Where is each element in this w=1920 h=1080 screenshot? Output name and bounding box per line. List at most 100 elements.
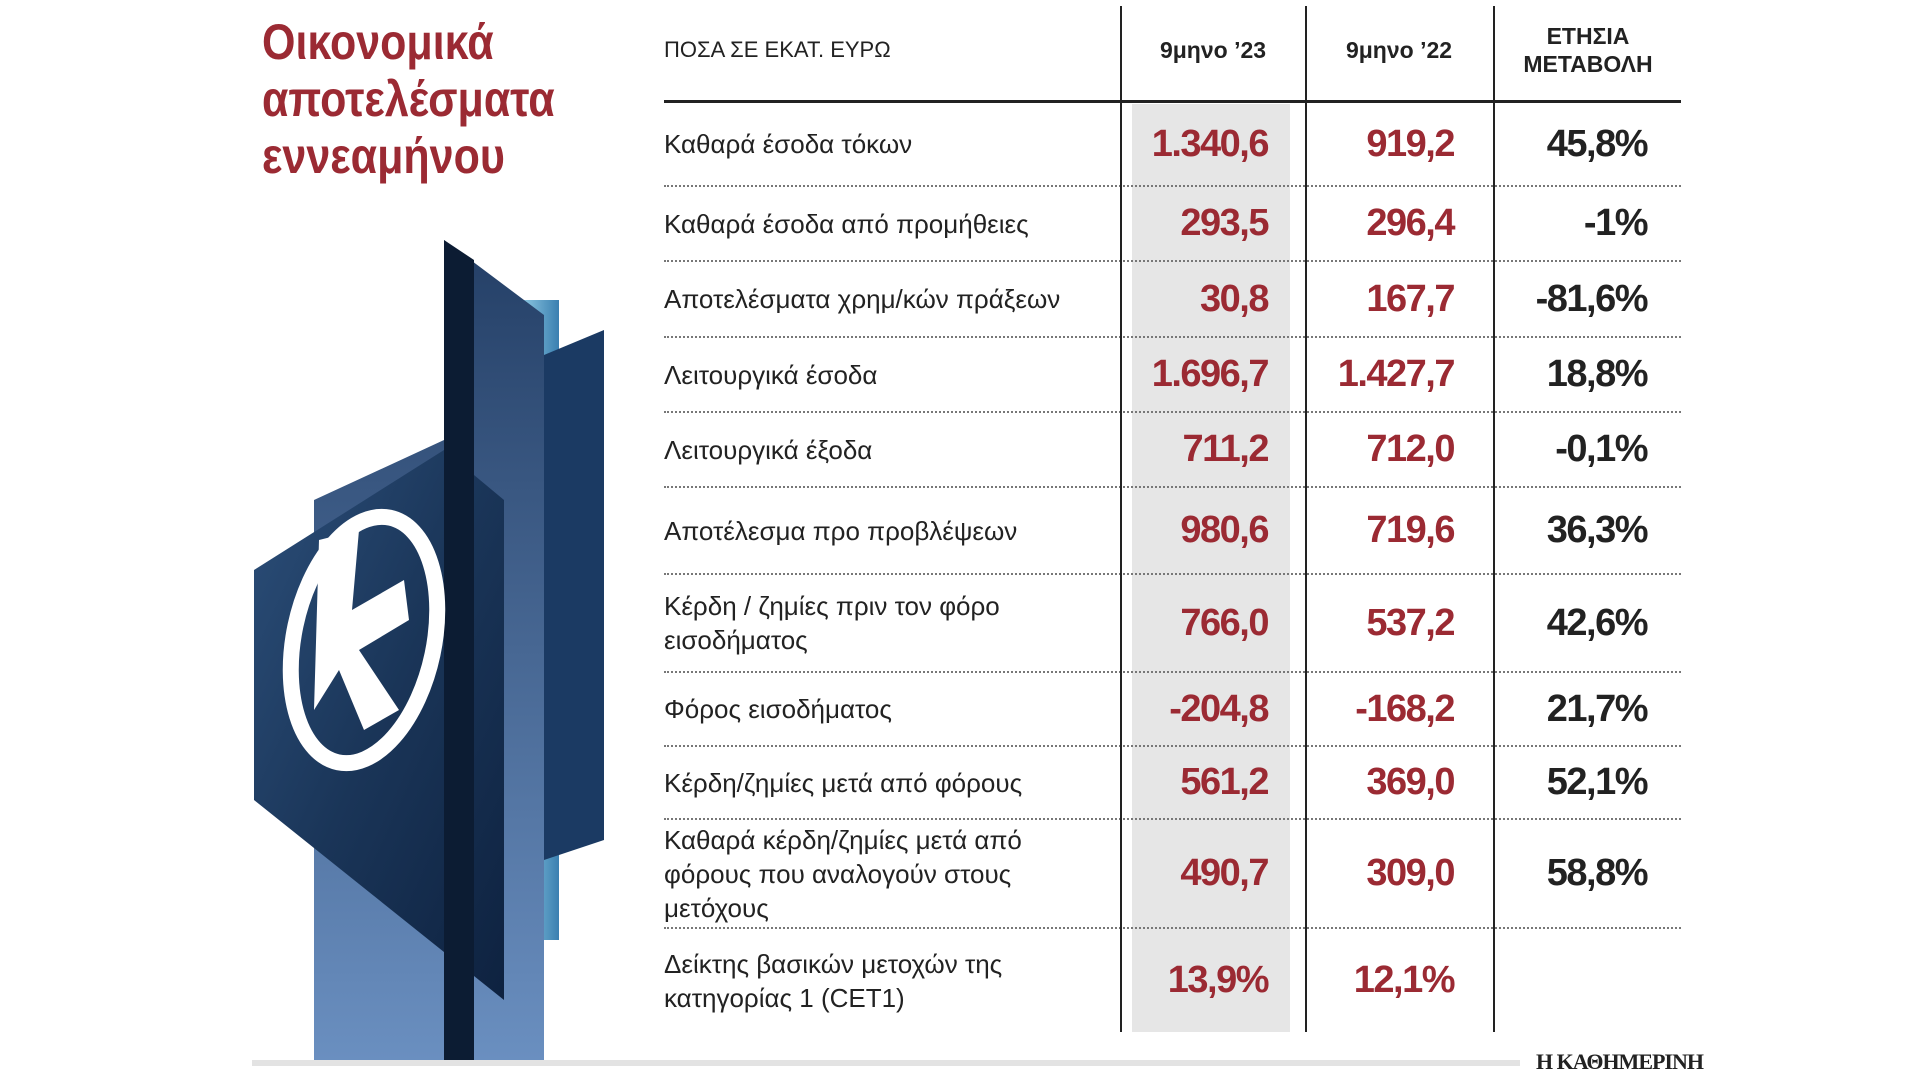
value-change: -0,1% (1499, 413, 1648, 486)
value-text: 369,0 (1366, 761, 1455, 803)
value-9m22: 167,7 (1311, 262, 1455, 336)
table-row: Καθαρά κέρδη/ζημίες μετά από φόρους που … (664, 820, 1681, 929)
column-header-9m23: 9μηνο ’23 (1159, 37, 1267, 63)
value-change: -1% (1499, 187, 1649, 260)
column-divider (1120, 6, 1122, 1032)
value-text: -168,2 (1355, 687, 1455, 730)
value-text: 52,1% (1546, 761, 1649, 803)
header-rule (664, 100, 1681, 103)
value-text: 18,8% (1546, 353, 1649, 395)
highlight-column (1132, 104, 1290, 1032)
row-label: Αποτέλεσμα προ προβλέψεων (664, 515, 1018, 546)
value-text: 12,1% (1353, 959, 1456, 1001)
value-9m23: 980,6 (1126, 488, 1269, 573)
title-line: αποτελέσματα (262, 71, 555, 127)
column-divider (1305, 6, 1307, 1032)
table-row: Φόρος εισοδήματος -204,8 -168,2 21,7% (664, 673, 1681, 747)
value-9m23: 13,9% (1126, 929, 1270, 1032)
value-9m23: -204,8 (1126, 673, 1269, 745)
table-row: Αποτέλεσμα προ προβλέψεων 980,6 719,6 36… (664, 488, 1681, 575)
units-label: ΠΟΣΑ ΣΕ ΕΚΑΤ. ΕΥΡΩ (664, 37, 891, 62)
value-text: 293,5 (1180, 202, 1269, 244)
value-text: -204,8 (1169, 687, 1269, 730)
bank-sign-illustration (254, 240, 604, 1060)
value-text: 1.696,7 (1151, 353, 1270, 395)
value-text: 1.340,6 (1151, 122, 1270, 165)
value-text: 309,0 (1366, 852, 1455, 894)
table-row: Κέρδη/ζημίες μετά από φόρους 561,2 369,0… (664, 747, 1681, 820)
row-label: Καθαρά έσοδα από προμήθειες (664, 208, 1029, 239)
table-row: Λειτουργικά έξοδα 711,2 712,0 -0,1% (664, 413, 1681, 488)
row-label: Αποτελέσματα χρημ/κών πράξεων (664, 284, 1061, 314)
value-text: 45,8% (1546, 122, 1649, 165)
value-text: 980,6 (1180, 509, 1269, 551)
value-text: 766,0 (1180, 601, 1269, 644)
source-logo: Η ΚΑΘΗΜΕΡΙΝΗ (1536, 1049, 1704, 1074)
value-text: 42,6% (1546, 601, 1649, 644)
header-line: ΕΤΗΣΙΑ (1546, 23, 1630, 49)
value-9m22: 719,6 (1311, 488, 1455, 573)
value-text: 719,6 (1366, 509, 1455, 551)
value-9m22: -168,2 (1311, 673, 1455, 745)
value-9m22: 1.427,7 (1311, 338, 1456, 411)
row-label: Δείκτης βασικών μετοχών της κατηγορίας 1… (664, 948, 1003, 1013)
value-9m23: 1.340,6 (1126, 103, 1270, 185)
value-9m22: 712,0 (1311, 413, 1455, 486)
value-9m23: 30,8 (1126, 262, 1269, 336)
value-9m22: 537,2 (1311, 575, 1455, 671)
value-9m22: 296,4 (1311, 187, 1455, 260)
value-text: 561,2 (1180, 761, 1269, 803)
value-9m22: 919,2 (1311, 103, 1455, 185)
row-label: Καθαρά κέρδη/ζημίες μετά από φόρους που … (664, 824, 1022, 923)
value-text: 58,8% (1546, 852, 1649, 894)
alpha-logo-icon (282, 508, 446, 772)
value-change: -81,6% (1499, 262, 1649, 336)
table-row: Κέρδη / ζημίες πριν τον φόρο εισοδήματος… (664, 575, 1681, 673)
page-title: Οικονομικά αποτελέσματα εννεαμήνου (262, 14, 606, 185)
value-change: 58,8% (1499, 820, 1649, 927)
column-header-9m22: 9μηνο ’22 (1345, 37, 1453, 63)
value-9m23: 293,5 (1126, 187, 1269, 260)
value-change: 21,7% (1499, 673, 1649, 745)
footer-bar (252, 1060, 1520, 1066)
row-label: Κέρδη/ζημίες μετά από φόρους (664, 767, 1023, 798)
value-text: 490,7 (1180, 852, 1269, 894)
value-9m22: 309,0 (1311, 820, 1455, 927)
value-text: 711,2 (1182, 428, 1270, 470)
value-text: -1% (1583, 202, 1649, 244)
value-text: 30,8 (1200, 277, 1269, 320)
column-header-change: ΕΤΗΣΙΑ ΜΕΤΑΒΟΛΗ (1495, 0, 1681, 100)
value-9m23: 711,2 (1126, 413, 1270, 486)
value-change: 42,6% (1499, 575, 1649, 671)
table-row: Λειτουργικά έσοδα 1.696,7 1.427,7 18,8% (664, 338, 1681, 413)
value-change (1499, 929, 1647, 1032)
row-label: Λειτουργικά έξοδα (664, 434, 873, 465)
value-text: -81,6% (1535, 277, 1649, 320)
value-text: 167,7 (1366, 277, 1455, 320)
header-line: ΜΕΤΑΒΟΛΗ (1523, 51, 1653, 77)
value-text: 296,4 (1366, 202, 1455, 244)
row-label: Καθαρά έσοδα τόκων (664, 129, 913, 159)
table-row: Καθαρά έσοδα από προμήθειες 293,5 296,4 … (664, 187, 1681, 262)
value-9m23: 561,2 (1126, 747, 1269, 818)
value-9m22: 369,0 (1311, 747, 1455, 818)
value-9m23: 490,7 (1126, 820, 1269, 927)
value-text: 36,3% (1546, 509, 1649, 551)
value-text: 21,7% (1546, 687, 1649, 730)
value-9m23: 1.696,7 (1126, 338, 1270, 411)
title-line: εννεαμήνου (262, 128, 505, 184)
table-row: Δείκτης βασικών μετοχών της κατηγορίας 1… (664, 929, 1681, 1032)
value-change: 18,8% (1499, 338, 1649, 411)
value-text: 537,2 (1366, 601, 1455, 644)
table-row: Καθαρά έσοδα τόκων 1.340,6 919,2 45,8% (664, 103, 1681, 187)
value-text: 13,9% (1167, 959, 1270, 1001)
column-divider (1493, 6, 1495, 1032)
value-text: -0,1% (1555, 428, 1648, 470)
value-change: 36,3% (1499, 488, 1649, 573)
value-text: 919,2 (1366, 122, 1455, 165)
value-9m22: 12,1% (1311, 929, 1456, 1032)
value-change: 52,1% (1499, 747, 1649, 818)
value-text: 712,0 (1366, 428, 1455, 470)
value-9m23: 766,0 (1126, 575, 1269, 671)
row-label: Κέρδη / ζημίες πριν τον φόρο εισοδήματος (664, 591, 1000, 655)
